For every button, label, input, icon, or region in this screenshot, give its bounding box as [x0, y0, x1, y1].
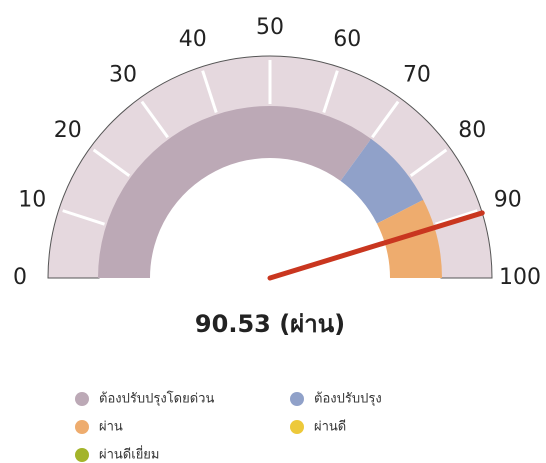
tick-label: 50 — [256, 15, 284, 40]
legend-swatch — [75, 392, 89, 406]
tick-label: 30 — [109, 63, 137, 88]
tick-mark — [435, 209, 478, 226]
tick-mark — [140, 100, 169, 139]
tick-label: 90 — [494, 188, 522, 213]
legend-swatch — [290, 420, 304, 434]
legend-swatch — [75, 448, 89, 462]
legend-label: ต้องปรับปรุง — [314, 392, 382, 407]
legend-label: ผ่านดีเยี่ยม — [99, 446, 160, 463]
tick-label: 10 — [18, 188, 46, 213]
tick-mark — [201, 70, 218, 113]
legend-swatch — [290, 392, 304, 406]
legend-label: ต้องปรับปรุงโดยด่วน — [99, 391, 214, 407]
legend-label: ผ่าน — [99, 420, 123, 435]
gauge-band — [98, 106, 372, 278]
needle — [267, 210, 485, 281]
tick-mark — [92, 148, 131, 177]
legend-swatch — [75, 420, 89, 434]
tick-label: 70 — [403, 63, 431, 88]
legend-label: ผ่านดี — [314, 419, 346, 435]
tick-label: 60 — [333, 27, 361, 52]
tick-mark — [409, 148, 448, 177]
tick-mark — [322, 70, 339, 113]
tick-label: 100 — [499, 265, 541, 290]
gauge-band — [376, 199, 442, 278]
tick-label: 80 — [458, 118, 486, 143]
gauge-band — [340, 138, 424, 224]
tick-label: 20 — [54, 118, 82, 143]
tick-mark — [371, 100, 400, 139]
tick-label: 40 — [179, 27, 207, 52]
tick-label: 0 — [13, 265, 27, 290]
tick-mark — [62, 209, 105, 226]
value-label: 90.53 (ผ่าน) — [195, 310, 345, 338]
